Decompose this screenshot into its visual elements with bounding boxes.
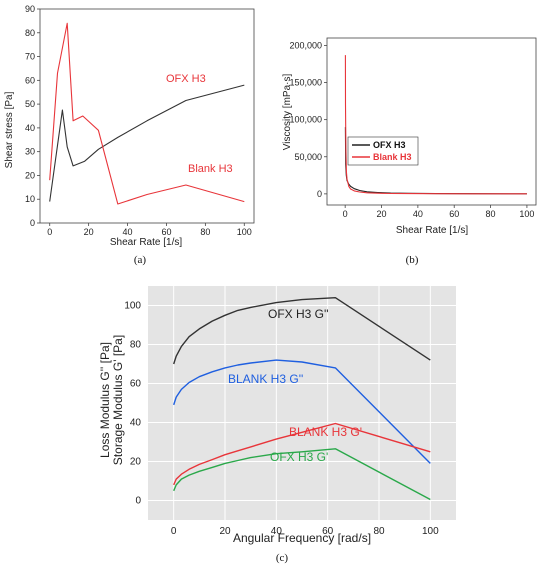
chart-a-y-tick-label: 80 <box>25 28 35 38</box>
chart-c-x-tick-label: 20 <box>219 526 231 537</box>
panel-label-a: (a) <box>134 254 147 266</box>
chart-c-annotation-blank-gpp: BLANK H3 G'' <box>228 372 303 386</box>
chart-c-x-tick-label: 60 <box>322 526 334 537</box>
chart-b-y-tick-label: 0 <box>317 189 322 199</box>
chart-b-y-tick-label: 100,000 <box>289 115 322 125</box>
chart-c-y-axis-label-storage: Storage Modulus G' [Pa] <box>111 335 125 465</box>
chart-a-y-tick-label: 0 <box>30 218 35 228</box>
chart-a-x-tick-label: 20 <box>84 227 94 237</box>
chart-a-x-tick-label: 0 <box>47 227 52 237</box>
chart-c-y-tick-label: 60 <box>130 379 142 390</box>
chart-a-x-tick-label: 60 <box>161 227 171 237</box>
chart-b-x-tick-label: 100 <box>519 209 534 219</box>
chart-c-series-blank-h3-g-gp <box>173 422 431 486</box>
chart-a-y-tick-label: 60 <box>25 75 35 85</box>
chart-b-y-tick-label: 200,000 <box>289 40 322 50</box>
chart-c-y-tick-label: 40 <box>130 418 142 429</box>
chart-c-series <box>173 297 431 501</box>
chart-b-series <box>344 55 527 195</box>
chart-b-y-ticks: 0 50,000 100,000 150,000 200,000 <box>289 40 327 199</box>
chart-b-x-tick-label: 80 <box>486 209 496 219</box>
chart-a-y-tick-label: 10 <box>25 194 35 204</box>
chart-a-frame <box>39 8 255 224</box>
chart-a-y-axis-label: Shear stress [Pa] <box>4 91 15 168</box>
chart-a-x-tick-label: 40 <box>123 227 133 237</box>
chart-b-series-blank-h3 <box>344 55 527 195</box>
chart-c-y-tick-label: 0 <box>135 496 141 507</box>
chart-b-y-tick-label: 50,000 <box>294 152 322 162</box>
chart-c-y-axis-label-loss: Loss Modulus G'' [Pa] <box>98 342 112 458</box>
chart-b-y-axis-label: Viscosity [mPa·s] <box>282 74 293 151</box>
chart-a-y-tick-label: 30 <box>25 147 35 157</box>
chart-c-series-blank-h3-g-gpp <box>173 359 431 464</box>
chart-b-legend: OFX H3 Blank H3 <box>347 136 419 166</box>
chart-c-series-ofx-h3-g-gpp <box>173 297 431 365</box>
chart-a-y-tick-label: 40 <box>25 123 35 133</box>
chart-c-y-tick-label: 100 <box>124 301 141 312</box>
chart-b-x-tick-label: 40 <box>413 209 423 219</box>
chart-a-series-blank-h3 <box>49 22 245 205</box>
chart-a-x-axis-label: Shear Rate [1/s] <box>110 237 182 248</box>
chart-b-legend-box <box>347 136 419 166</box>
chart-b-frame <box>326 37 537 206</box>
chart-a-annotation-blank: Blank H3 <box>188 163 233 175</box>
chart-b-legend-label-blank: Blank H3 <box>373 152 412 162</box>
chart-b-legend-label-ofx: OFX H3 <box>373 140 406 150</box>
chart-a-y-tick-label: 20 <box>25 170 35 180</box>
chart-a-y-ticks: 0 10 20 30 40 50 60 70 80 90 <box>25 4 40 228</box>
chart-b-x-ticks: 0 20 40 60 80 100 <box>343 205 534 219</box>
chart-c-y-tick-label: 20 <box>130 457 142 468</box>
chart-b: 0 20 40 60 80 100 0 50,000 100,000 150,000 200,00… <box>282 37 537 266</box>
chart-b-x-tick-label: 60 <box>449 209 459 219</box>
chart-c-x-tick-label: 100 <box>422 526 439 537</box>
chart-b-y-tick-label: 150,000 <box>289 78 322 88</box>
chart-c: 0 20 40 60 80 100 0 20 40 60 80 100 OFX H3 G'' BLA… <box>98 286 456 564</box>
chart-c-x-tick-label: 0 <box>171 526 177 537</box>
panel-label-c: (c) <box>276 552 289 564</box>
chart-a-x-tick-label: 100 <box>237 227 252 237</box>
chart-a-y-tick-label: 70 <box>25 52 35 62</box>
chart-b-x-tick-label: 20 <box>377 209 387 219</box>
chart-a-series <box>49 22 245 205</box>
panel-label-b: (b) <box>406 254 419 266</box>
chart-c-annotation-ofx-gp: OFX H3 G' <box>270 450 328 464</box>
chart-a-series-ofx-h3 <box>49 84 245 202</box>
chart-a-y-tick-label: 50 <box>25 99 35 109</box>
chart-a-x-tick-label: 80 <box>200 227 210 237</box>
chart-c-y-ticks: 0 20 40 60 80 100 <box>124 301 456 507</box>
chart-b-x-axis-label: Shear Rate [1/s] <box>396 225 468 236</box>
chart-a-x-ticks: 0 20 40 60 80 100 <box>47 223 252 237</box>
chart-b-x-tick-label: 0 <box>343 209 348 219</box>
chart-a-annotation-ofx: OFX H3 <box>166 73 206 85</box>
chart-c-annotation-ofx-gpp: OFX H3 G'' <box>268 307 329 321</box>
chart-c-x-tick-label: 40 <box>271 526 283 537</box>
chart-c-x-tick-label: 80 <box>373 526 385 537</box>
chart-c-annotation-blank-gp: BLANK H3 G' <box>289 425 362 439</box>
chart-a-y-tick-label: 90 <box>25 4 35 14</box>
chart-c-plot-area <box>148 286 456 520</box>
chart-c-x-axis-label: Angular Frequency [rad/s] <box>233 531 371 545</box>
chart-c-y-tick-label: 80 <box>130 340 142 351</box>
chart-c-series-ofx-h3-g-gp <box>173 448 431 501</box>
